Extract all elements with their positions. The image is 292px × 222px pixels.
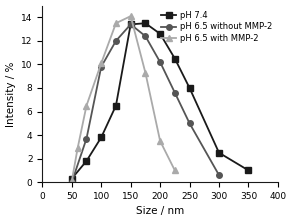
pH 6.5 without MMP-2 [188, 122, 191, 125]
pH 7.4 [247, 169, 250, 172]
pH 6.5 without MMP-2 [100, 65, 103, 68]
pH 6.5 with MMP-2 [100, 62, 103, 65]
pH 7.4 [144, 22, 147, 25]
pH 6.5 without MMP-2 [173, 91, 177, 94]
pH 7.4 [158, 32, 162, 35]
Legend: pH 7.4, pH 6.5 without MMP-2, pH 6.5 with MMP-2: pH 7.4, pH 6.5 without MMP-2, pH 6.5 wit… [160, 10, 274, 44]
pH 6.5 with MMP-2 [129, 15, 132, 18]
pH 6.5 with MMP-2 [76, 147, 79, 149]
pH 6.5 with MMP-2 [158, 140, 162, 142]
pH 7.4 [129, 23, 132, 26]
pH 7.4 [188, 87, 191, 89]
pH 6.5 without MMP-2 [158, 61, 162, 63]
pH 7.4 [100, 136, 103, 139]
pH 6.5 without MMP-2 [129, 23, 132, 26]
X-axis label: Size / nm: Size / nm [136, 206, 184, 216]
pH 7.4 [217, 151, 221, 154]
pH 6.5 with MMP-2 [85, 104, 88, 107]
pH 6.5 without MMP-2 [217, 174, 221, 176]
Line: pH 6.5 with MMP-2: pH 6.5 with MMP-2 [69, 13, 178, 184]
pH 6.5 without MMP-2 [144, 35, 147, 38]
Line: pH 7.4: pH 7.4 [69, 20, 251, 181]
pH 6.5 with MMP-2 [70, 180, 74, 182]
pH 6.5 without MMP-2 [70, 181, 74, 184]
pH 6.5 without MMP-2 [85, 137, 88, 140]
pH 7.4 [85, 160, 88, 162]
pH 7.4 [114, 104, 118, 107]
pH 6.5 with MMP-2 [114, 22, 118, 25]
pH 6.5 with MMP-2 [173, 169, 177, 172]
Y-axis label: Intensity / %: Intensity / % [6, 61, 15, 127]
pH 7.4 [173, 57, 177, 60]
pH 6.5 with MMP-2 [144, 71, 147, 74]
pH 7.4 [70, 177, 74, 180]
pH 6.5 without MMP-2 [114, 40, 118, 42]
Line: pH 6.5 without MMP-2: pH 6.5 without MMP-2 [69, 22, 222, 185]
